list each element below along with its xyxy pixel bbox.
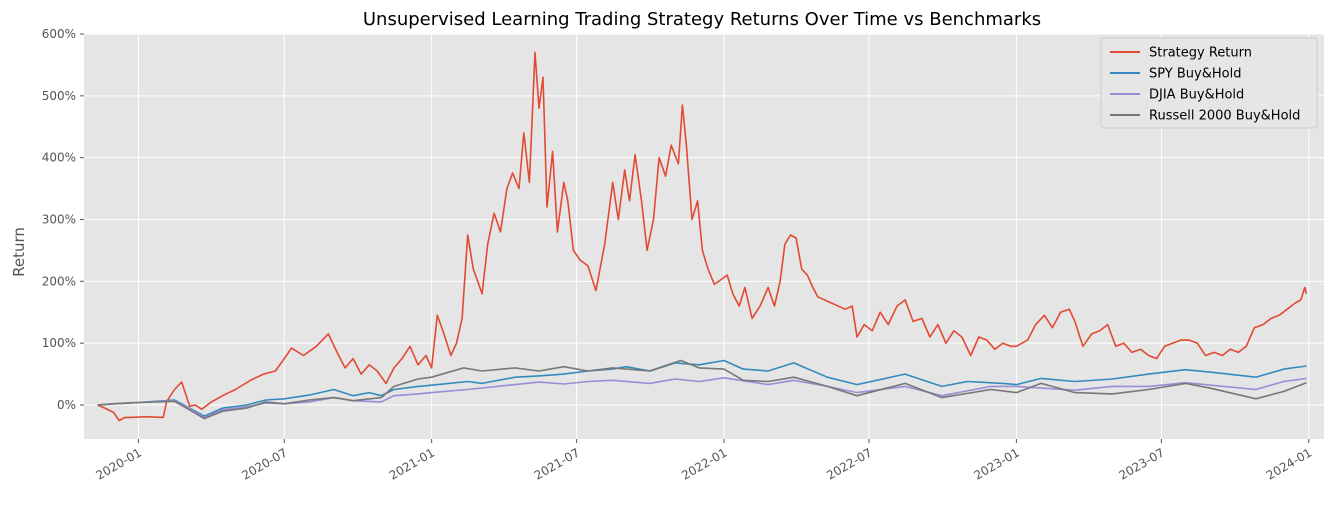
- x-tick-label: 2021-07: [532, 445, 582, 482]
- grid-lines: [84, 33, 1324, 439]
- x-tick-label: 2023-07: [1116, 445, 1166, 482]
- series-line-1: [97, 359, 1307, 417]
- y-tick-label: 400%: [42, 151, 76, 165]
- x-tick-label: 2021-01: [387, 445, 437, 482]
- x-tick-label: 2020-01: [94, 445, 144, 482]
- x-tick-label: 2024-01: [1264, 445, 1314, 482]
- x-tick-label: 2023-01: [971, 445, 1021, 482]
- chart-title: Unsupervised Learning Trading Strategy R…: [363, 9, 1041, 30]
- y-axis-label: Return: [10, 227, 28, 277]
- y-tick-label: 200%: [42, 274, 76, 288]
- legend: Strategy Return SPY Buy&Hold DJIA Buy&Hold…: [1100, 37, 1318, 129]
- legend-label-0: Strategy Return: [1149, 46, 1252, 61]
- legend-box: [1100, 37, 1318, 129]
- series-lines: [97, 51, 1308, 422]
- legend-items: Strategy Return SPY Buy&Hold DJIA Buy&Hold…: [1110, 46, 1300, 124]
- y-tick-label: 600%: [42, 27, 76, 41]
- y-tick-label: 500%: [42, 89, 76, 103]
- legend-label-1: SPY Buy&Hold: [1149, 67, 1241, 82]
- x-tick-label: 2022-01: [679, 445, 729, 482]
- x-tick-label: 2022-07: [824, 445, 874, 482]
- y-tick-label: 0%: [57, 398, 76, 412]
- legend-label-3: Russell 2000 Buy&Hold: [1149, 109, 1300, 124]
- series-line-2: [97, 376, 1307, 419]
- series-line-0: [97, 51, 1308, 422]
- y-tick-label: 300%: [42, 212, 76, 226]
- y-tick-label: 100%: [42, 336, 76, 350]
- legend-label-2: DJIA Buy&Hold: [1149, 88, 1244, 103]
- series-line-3: [97, 359, 1307, 420]
- x-tick-label: 2020-07: [239, 445, 289, 482]
